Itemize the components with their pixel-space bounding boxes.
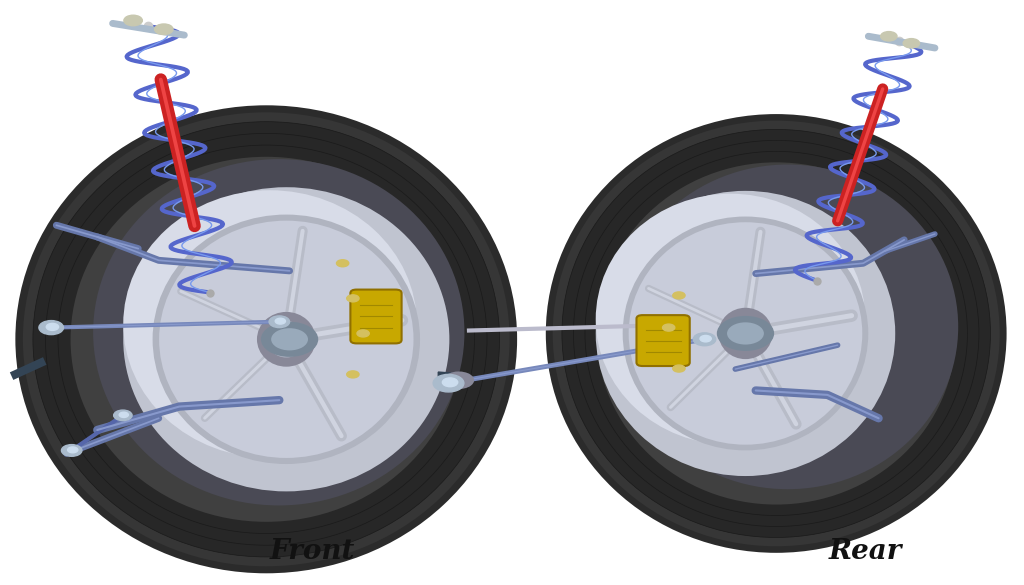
Ellipse shape	[546, 114, 1007, 553]
Ellipse shape	[93, 159, 465, 505]
Ellipse shape	[45, 133, 487, 545]
Ellipse shape	[715, 373, 724, 381]
Ellipse shape	[353, 342, 362, 352]
Circle shape	[663, 324, 675, 331]
Ellipse shape	[261, 322, 318, 357]
Ellipse shape	[15, 105, 517, 573]
Ellipse shape	[690, 277, 825, 405]
Ellipse shape	[295, 397, 304, 406]
Ellipse shape	[727, 322, 764, 345]
Ellipse shape	[596, 194, 865, 445]
Ellipse shape	[719, 308, 772, 359]
Ellipse shape	[23, 112, 510, 566]
Ellipse shape	[596, 191, 895, 476]
Ellipse shape	[699, 336, 708, 345]
Circle shape	[903, 39, 920, 48]
Circle shape	[347, 371, 359, 378]
Circle shape	[881, 32, 897, 41]
Ellipse shape	[443, 371, 474, 389]
Ellipse shape	[629, 222, 862, 445]
Circle shape	[275, 318, 286, 324]
Ellipse shape	[271, 328, 308, 350]
Ellipse shape	[236, 342, 246, 352]
Ellipse shape	[717, 316, 774, 351]
Ellipse shape	[727, 316, 764, 350]
Ellipse shape	[58, 145, 474, 534]
Ellipse shape	[123, 187, 450, 491]
Ellipse shape	[253, 381, 263, 390]
Ellipse shape	[792, 373, 800, 381]
Ellipse shape	[295, 288, 304, 297]
Ellipse shape	[266, 321, 306, 357]
Circle shape	[114, 410, 132, 421]
Ellipse shape	[123, 190, 417, 458]
Circle shape	[269, 316, 290, 328]
Ellipse shape	[210, 263, 389, 431]
Text: Rear: Rear	[828, 538, 902, 565]
Ellipse shape	[336, 381, 346, 390]
Circle shape	[337, 260, 349, 267]
Circle shape	[155, 24, 173, 35]
Ellipse shape	[596, 163, 956, 504]
Ellipse shape	[553, 121, 999, 546]
FancyBboxPatch shape	[350, 290, 401, 343]
Circle shape	[693, 333, 716, 346]
Ellipse shape	[33, 122, 500, 557]
Ellipse shape	[585, 152, 968, 515]
Ellipse shape	[562, 129, 990, 538]
Circle shape	[673, 292, 685, 299]
Polygon shape	[438, 372, 469, 388]
Ellipse shape	[623, 216, 868, 450]
Ellipse shape	[71, 157, 462, 522]
Ellipse shape	[573, 140, 979, 526]
Circle shape	[433, 374, 464, 392]
Ellipse shape	[807, 336, 816, 345]
Ellipse shape	[617, 164, 958, 489]
Ellipse shape	[159, 221, 414, 458]
Ellipse shape	[153, 215, 420, 464]
Ellipse shape	[792, 300, 800, 308]
Circle shape	[124, 15, 142, 26]
Circle shape	[673, 365, 685, 372]
Circle shape	[700, 335, 712, 342]
Ellipse shape	[257, 312, 315, 367]
Text: Front: Front	[269, 538, 355, 565]
Ellipse shape	[253, 304, 263, 313]
Ellipse shape	[675, 262, 840, 419]
Ellipse shape	[753, 285, 762, 294]
Ellipse shape	[336, 304, 346, 313]
Circle shape	[46, 324, 58, 331]
Ellipse shape	[226, 278, 373, 415]
Circle shape	[39, 321, 63, 335]
Ellipse shape	[753, 388, 762, 396]
Circle shape	[68, 447, 78, 453]
Ellipse shape	[715, 300, 724, 308]
Circle shape	[357, 330, 370, 337]
Circle shape	[119, 412, 128, 418]
Circle shape	[347, 295, 359, 302]
Circle shape	[61, 445, 82, 456]
Circle shape	[442, 378, 458, 387]
FancyBboxPatch shape	[637, 315, 690, 366]
